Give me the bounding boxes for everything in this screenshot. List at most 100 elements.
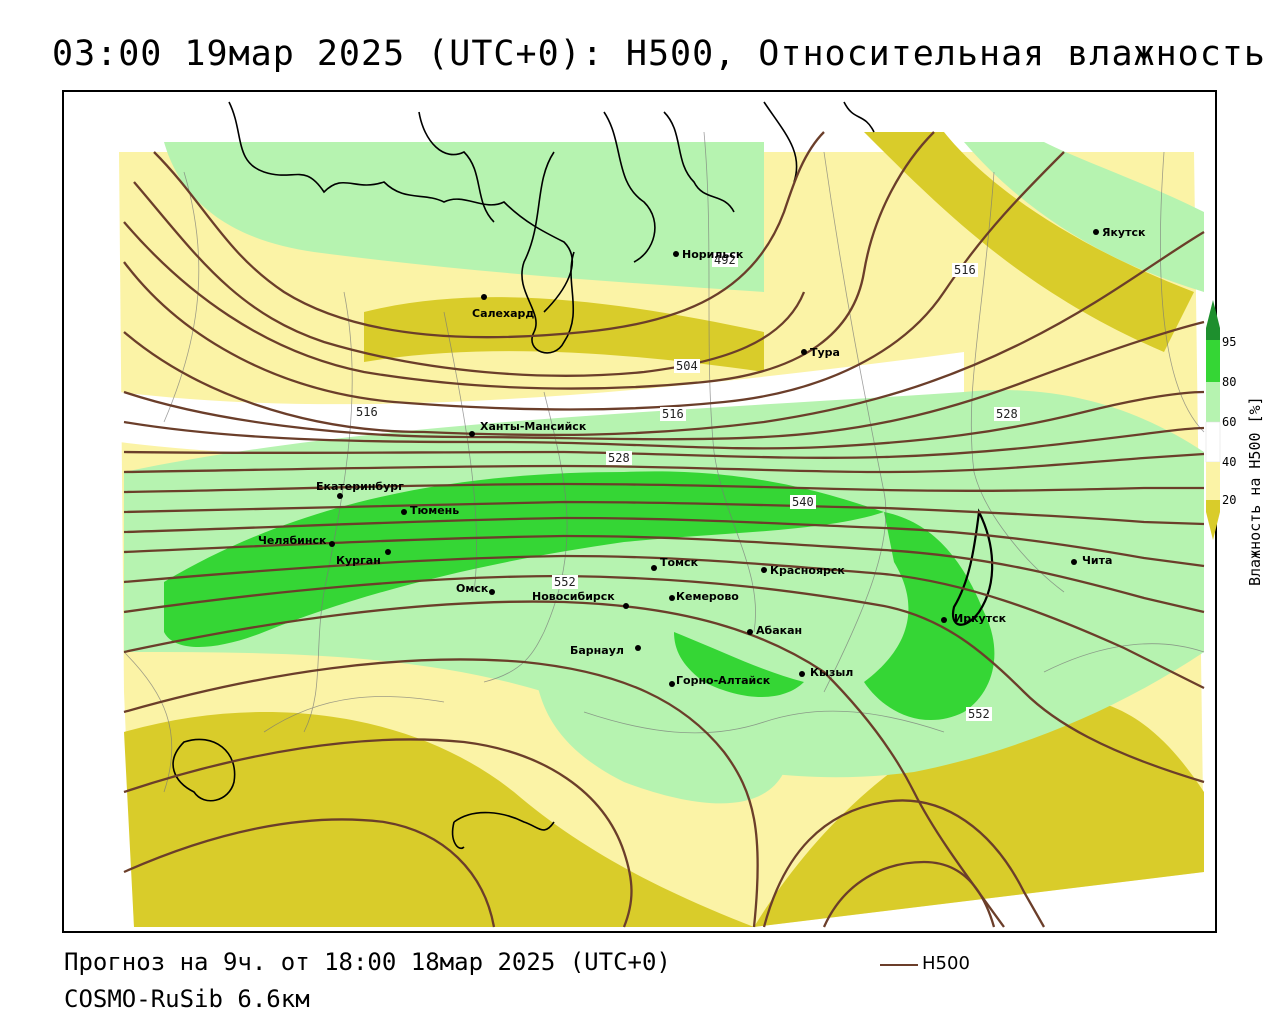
h500-contour-line [123, 482, 1204, 494]
city-markers: Норильск Якутск Салехард Тура Ханты-Мансийск… [258, 226, 1146, 687]
forecast-info: Прогноз на 9ч. от 18:00 18мар 2025 (UTC+… [64, 948, 671, 976]
city-label: Томск [660, 556, 699, 569]
humidity-dry-zone-dark [754, 697, 1204, 927]
city-dot [651, 565, 657, 571]
city-dot [469, 431, 475, 437]
city-dot [1071, 559, 1077, 565]
city-label: Горно-Алтайск [676, 674, 771, 687]
city-marker[interactable]: Тюмень [401, 504, 459, 517]
city-marker[interactable]: Иркутск [941, 612, 1007, 625]
colorbar-tick-80: 80 [1222, 375, 1236, 389]
isoline-label-text: 516 [356, 405, 378, 419]
isoline-label: 528 [606, 451, 632, 465]
isoline-label: 516 [952, 263, 978, 277]
h500-contour-line [762, 799, 1045, 928]
city-dot [669, 681, 675, 687]
city-label: Ханты-Мансийск [480, 420, 587, 433]
h500-contour-line [123, 534, 1205, 614]
humidity-fill-layer [119, 132, 1204, 927]
city-label: Тура [810, 346, 840, 359]
city-label: Чита [1082, 554, 1112, 567]
city-label: Красноярск [770, 564, 845, 577]
colorbar-segment-95 [1206, 300, 1220, 328]
colorbar-segment-20 [1206, 512, 1220, 540]
isoline-labels: 492 516 504 516 516 528 528 540 552 552 [354, 253, 1020, 721]
city-marker[interactable]: Норильск [673, 248, 744, 261]
isoline-label-text: 504 [676, 359, 698, 373]
city-marker[interactable]: Красноярск [761, 564, 845, 577]
city-dot [385, 549, 391, 555]
city-label: Кемерово [676, 590, 739, 603]
humidity-dry-zone-dark [864, 132, 1194, 352]
city-dot [669, 595, 675, 601]
h500-contour-line [123, 574, 1205, 784]
colorbar-segment-80 [1206, 340, 1220, 382]
city-dot [481, 294, 487, 300]
city-marker[interactable]: Кызыл [799, 666, 853, 679]
humidity-colorbar: 95 80 60 40 20 [1200, 300, 1260, 560]
city-label: Кызыл [810, 666, 853, 679]
city-marker[interactable]: Новосибирск [532, 590, 629, 609]
city-dot [635, 645, 641, 651]
h500-contours [123, 131, 1205, 928]
city-label: Курган [336, 554, 381, 567]
city-marker[interactable]: Тура [801, 346, 840, 359]
city-marker[interactable]: Кемерово [669, 590, 739, 603]
city-marker[interactable]: Челябинск [258, 534, 335, 547]
page-title: 03:00 19мар 2025 (UTC+0): H500, Относите… [52, 34, 1266, 74]
city-marker[interactable]: Чита [1071, 554, 1112, 567]
model-name: COSMO-RuSib 6.6км [64, 985, 310, 1013]
city-label: Омск [456, 582, 489, 595]
h500-contour-line [822, 860, 996, 928]
city-dot [337, 493, 343, 499]
isoline-label: 540 [790, 495, 816, 509]
humidity-wet-zone [164, 471, 884, 647]
h500-legend-label: H500 [922, 953, 970, 974]
city-label: Екатеринбург [316, 480, 404, 493]
isoline-label: 528 [994, 407, 1020, 421]
weather-map[interactable]: 492 516 504 516 516 528 528 540 552 552 Норильск Я… [64, 92, 1217, 933]
h500-contour-line [123, 818, 496, 928]
city-dot [747, 629, 753, 635]
humidity-moist-zone [964, 142, 1204, 292]
city-marker[interactable]: Томск [651, 556, 699, 571]
h500-contour-line [123, 658, 759, 928]
city-label: Якутск [1102, 226, 1146, 239]
city-marker[interactable]: Якутск [1093, 226, 1146, 239]
isoline-label: 552 [552, 575, 578, 589]
isoline-label-text: 516 [954, 263, 976, 277]
city-dot [801, 349, 807, 355]
h500-contour-line [123, 452, 1205, 474]
city-label: Тюмень [410, 504, 459, 517]
city-marker[interactable]: Екатеринбург [316, 480, 404, 499]
colorbar-tick-40: 40 [1222, 455, 1236, 469]
h500-contour-line [123, 320, 1205, 441]
city-marker[interactable]: Ханты-Мансийск [469, 420, 587, 437]
h500-contour-line [123, 426, 1205, 459]
isoline-label-text: 492 [714, 253, 736, 267]
humidity-wet-zone [864, 512, 995, 721]
isoline-label: 516 [660, 407, 686, 421]
city-dot [623, 603, 629, 609]
h500-contour-line [123, 500, 1205, 526]
h500-contour-line [123, 554, 1205, 690]
isoline-label-text: 540 [792, 495, 814, 509]
h500-contour-line [153, 131, 825, 339]
city-label: Абакан [756, 624, 802, 637]
city-marker[interactable]: Омск [456, 582, 495, 595]
coastlines [172, 101, 994, 849]
colorbar-segment-40 [1205, 421, 1221, 463]
h500-contour-line [123, 231, 1205, 437]
city-marker[interactable]: Абакан [747, 624, 802, 637]
isoline-label-text: 528 [996, 407, 1018, 421]
city-marker[interactable]: Барнаул [570, 644, 641, 657]
city-marker[interactable]: Салехард [472, 294, 534, 320]
city-marker[interactable]: Горно-Алтайск [669, 674, 771, 687]
isoline-label-text: 552 [554, 575, 576, 589]
city-label: Барнаул [570, 644, 624, 657]
map-frame[interactable]: 492 516 504 516 516 528 528 540 552 552 Норильск Я… [62, 90, 1217, 933]
city-label: Салехард [472, 307, 534, 320]
isoline-label: 504 [674, 359, 700, 373]
city-dot [799, 671, 805, 677]
city-marker[interactable]: Курган [336, 549, 391, 567]
